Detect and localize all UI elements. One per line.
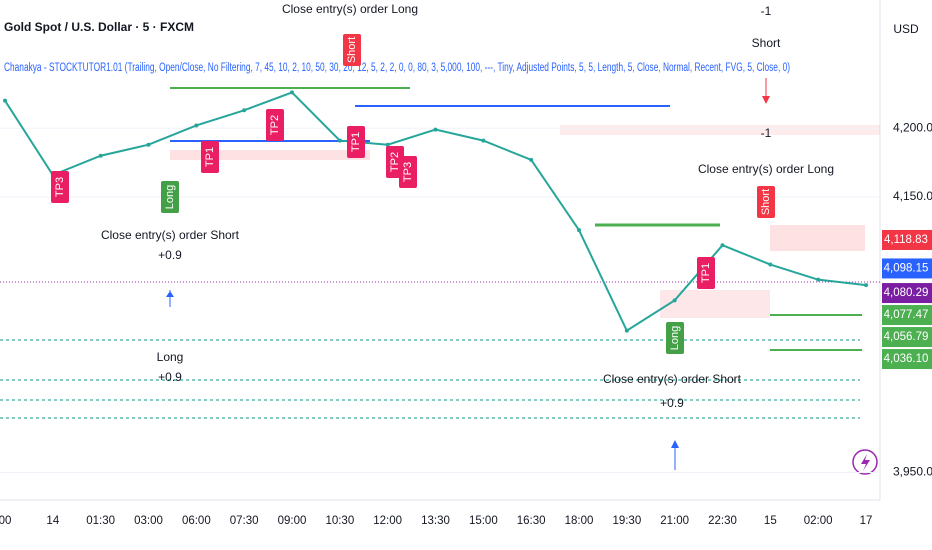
badge-label: Short — [346, 37, 358, 63]
badge — [201, 141, 219, 173]
price-label-box — [882, 258, 932, 279]
x-tick-label: 03:00 — [134, 515, 163, 527]
zone — [560, 125, 880, 135]
price-label: 4,098.15 — [884, 262, 929, 274]
price-point — [433, 127, 438, 132]
arrow-head — [671, 440, 679, 448]
x-tick-label: 00 — [0, 515, 11, 527]
y-tick-label: 4,150.00 — [893, 189, 932, 203]
x-tick-label: 09:00 — [278, 515, 307, 527]
badge-label: TP1 — [350, 132, 362, 152]
x-tick-label: 22:30 — [708, 515, 737, 527]
price-point — [98, 153, 103, 158]
alert-icon[interactable] — [852, 449, 878, 475]
x-tick-label: 02:00 — [804, 515, 833, 527]
annotation: +0.9 — [158, 370, 182, 384]
price-label-box — [882, 349, 932, 370]
badge — [161, 181, 179, 213]
annotation: -1 — [761, 4, 772, 18]
badge-label: TP3 — [54, 177, 66, 197]
indicator-label: Chanakya - STOCKTUTOR1.01 (Trailing, Ope… — [4, 62, 790, 74]
badge — [399, 156, 417, 188]
alert-icon-bolt — [861, 454, 870, 471]
price-point — [146, 142, 151, 147]
price-point — [337, 138, 342, 143]
arrow-head — [762, 96, 770, 104]
annotation: +0.9 — [158, 248, 182, 262]
badge-label: TP2 — [389, 152, 401, 172]
badge — [757, 186, 775, 218]
price-label-box — [882, 283, 932, 304]
arrow-head — [166, 291, 174, 297]
badge-label: TP2 — [269, 115, 281, 135]
badge — [51, 171, 69, 203]
badge — [697, 257, 715, 289]
price-label-box — [882, 305, 932, 326]
price-point — [194, 123, 199, 128]
price-point — [672, 298, 677, 303]
price-label: 4,080.29 — [884, 287, 929, 299]
y-tick-label: 4,200.00 — [893, 120, 932, 134]
price-point — [720, 243, 725, 248]
price-label: 4,056.79 — [884, 331, 929, 343]
x-tick-label: 19:30 — [612, 515, 641, 527]
decor — [0, 78, 880, 475]
annotation: Close entry(s) order Long — [698, 162, 834, 176]
price-point — [290, 90, 294, 95]
y-tick-label: 3,950.00 — [893, 465, 932, 479]
x-tick-label: 06:00 — [182, 515, 211, 527]
price-point — [816, 277, 821, 282]
zone — [170, 150, 370, 160]
badge-label: TP1 — [204, 147, 216, 167]
price-label: 4,036.10 — [884, 353, 929, 365]
annotation: -1 — [761, 126, 772, 140]
x-tick-label: 07:30 — [230, 515, 259, 527]
price-label: 4,118.83 — [884, 234, 928, 246]
badge-label: Long — [669, 326, 681, 350]
price-point — [864, 283, 868, 288]
x-tick-label: 01:30 — [86, 515, 115, 527]
x-tick-label: 10:30 — [325, 515, 354, 527]
price-label: 4,077.47 — [884, 309, 929, 321]
x-tick-label: 17 — [860, 515, 873, 527]
x-tick-label: 15 — [764, 515, 777, 527]
badge-label: Short — [760, 189, 772, 215]
annotation: Short — [752, 36, 781, 50]
badge — [347, 126, 365, 158]
zone — [660, 290, 770, 318]
price-point — [242, 108, 247, 113]
annotation: Close entry(s) order Long — [282, 2, 418, 16]
badge-label: TP3 — [402, 162, 414, 182]
badge — [666, 322, 684, 354]
price-point — [624, 328, 629, 333]
price-point — [529, 157, 534, 162]
price-label-box — [882, 229, 932, 250]
zone — [770, 225, 865, 251]
chart-title: Gold Spot / U.S. Dollar · 5 · FXCM — [4, 20, 194, 34]
price-point — [3, 98, 7, 103]
x-tick-label: 18:00 — [565, 515, 594, 527]
annotation: +0.9 — [660, 396, 684, 410]
x-tick-label: 13:30 — [421, 515, 450, 527]
x-tick-label: 21:00 — [660, 515, 689, 527]
annotation: Close entry(s) order Short — [101, 228, 240, 242]
y-axis-label: USD — [893, 22, 919, 36]
x-tick-label: 14 — [46, 515, 59, 527]
price-point — [481, 138, 486, 143]
badge-label: TP1 — [700, 263, 712, 283]
price-point — [768, 262, 773, 267]
x-tick-label: 16:30 — [517, 515, 546, 527]
price-label-box — [882, 327, 932, 348]
badge — [266, 109, 284, 141]
badge — [343, 34, 361, 66]
badge-label: Long — [164, 185, 176, 209]
annotation: Long — [157, 350, 184, 364]
x-tick-label: 12:00 — [373, 515, 402, 527]
price-point — [577, 228, 581, 233]
x-tick-label: 15:00 — [469, 515, 498, 527]
annotation: Close entry(s) order Short — [603, 372, 742, 386]
price-point — [385, 142, 390, 147]
